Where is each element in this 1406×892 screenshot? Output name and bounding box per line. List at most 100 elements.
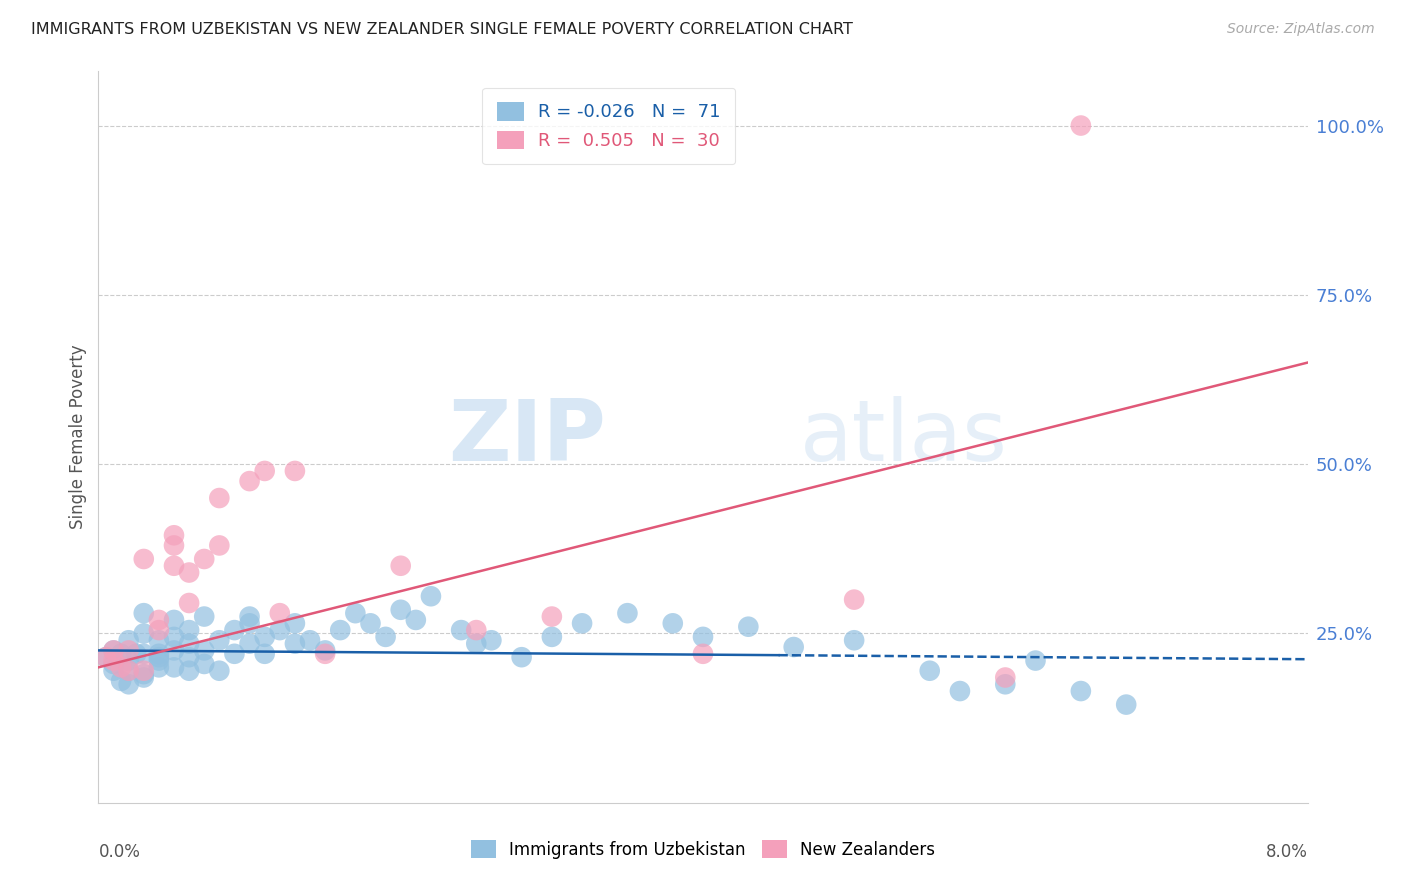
Point: [132, 667, 155, 681]
Point: [269, 606, 291, 620]
Point: [389, 603, 412, 617]
Point: [299, 633, 322, 648]
Point: [465, 637, 488, 651]
Point: [329, 623, 352, 637]
Point: [314, 647, 336, 661]
Point: [193, 609, 215, 624]
Point: [179, 664, 201, 678]
Point: [103, 654, 125, 668]
Y-axis label: Single Female Poverty: Single Female Poverty: [69, 345, 87, 529]
Point: [163, 528, 186, 542]
Point: [253, 647, 276, 661]
Point: [239, 474, 262, 488]
Point: [420, 589, 443, 603]
Point: [132, 664, 155, 678]
Legend: Immigrants from Uzbekistan, New Zealanders: Immigrants from Uzbekistan, New Zealande…: [458, 829, 948, 871]
Point: [103, 664, 125, 678]
Point: [239, 609, 262, 624]
Point: [994, 671, 1017, 685]
Point: [132, 606, 155, 620]
Point: [110, 660, 132, 674]
Point: [163, 643, 186, 657]
Point: [125, 647, 148, 661]
Text: ZIP: ZIP: [449, 395, 606, 479]
Point: [103, 643, 125, 657]
Point: [692, 647, 714, 661]
Point: [208, 633, 231, 648]
Point: [132, 626, 155, 640]
Point: [344, 606, 367, 620]
Point: [132, 671, 155, 685]
Point: [269, 623, 291, 637]
Point: [239, 637, 262, 651]
Text: IMMIGRANTS FROM UZBEKISTAN VS NEW ZEALANDER SINGLE FEMALE POVERTY CORRELATION CH: IMMIGRANTS FROM UZBEKISTAN VS NEW ZEALAN…: [31, 22, 853, 37]
Point: [949, 684, 972, 698]
Point: [208, 538, 231, 552]
Point: [616, 606, 638, 620]
Point: [179, 566, 201, 580]
Point: [118, 643, 141, 657]
Point: [193, 643, 215, 657]
Point: [692, 630, 714, 644]
Point: [360, 616, 382, 631]
Point: [844, 633, 866, 648]
Point: [661, 616, 683, 631]
Point: [284, 637, 307, 651]
Point: [1070, 684, 1092, 698]
Point: [540, 609, 562, 624]
Point: [224, 623, 246, 637]
Point: [148, 660, 170, 674]
Point: [118, 664, 141, 678]
Point: [571, 616, 593, 631]
Point: [239, 616, 262, 631]
Point: [110, 673, 132, 688]
Point: [132, 647, 155, 661]
Point: [118, 654, 141, 668]
Point: [844, 592, 866, 607]
Point: [148, 613, 170, 627]
Point: [224, 647, 246, 661]
Point: [94, 650, 117, 665]
Point: [208, 491, 231, 505]
Point: [163, 660, 186, 674]
Point: [179, 623, 201, 637]
Text: 8.0%: 8.0%: [1265, 843, 1308, 861]
Text: 0.0%: 0.0%: [98, 843, 141, 861]
Point: [1025, 654, 1047, 668]
Point: [110, 647, 132, 661]
Point: [163, 613, 186, 627]
Point: [148, 650, 170, 665]
Point: [737, 620, 759, 634]
Point: [193, 657, 215, 671]
Point: [389, 558, 412, 573]
Point: [179, 596, 201, 610]
Point: [94, 650, 117, 665]
Point: [481, 633, 503, 648]
Point: [450, 623, 472, 637]
Text: Source: ZipAtlas.com: Source: ZipAtlas.com: [1227, 22, 1375, 37]
Point: [118, 664, 141, 678]
Point: [148, 654, 170, 668]
Point: [179, 650, 201, 665]
Point: [374, 630, 396, 644]
Text: atlas: atlas: [800, 395, 1008, 479]
Point: [148, 647, 170, 661]
Point: [284, 616, 307, 631]
Point: [163, 558, 186, 573]
Point: [118, 633, 141, 648]
Point: [148, 633, 170, 648]
Point: [1115, 698, 1137, 712]
Point: [148, 623, 170, 637]
Point: [994, 677, 1017, 691]
Point: [510, 650, 533, 665]
Point: [314, 643, 336, 657]
Point: [253, 464, 276, 478]
Legend: R = -0.026   N =  71, R =  0.505   N =  30: R = -0.026 N = 71, R = 0.505 N = 30: [482, 87, 735, 164]
Point: [918, 664, 941, 678]
Point: [1070, 119, 1092, 133]
Point: [465, 623, 488, 637]
Point: [208, 664, 231, 678]
Point: [540, 630, 562, 644]
Point: [163, 630, 186, 644]
Point: [103, 657, 125, 671]
